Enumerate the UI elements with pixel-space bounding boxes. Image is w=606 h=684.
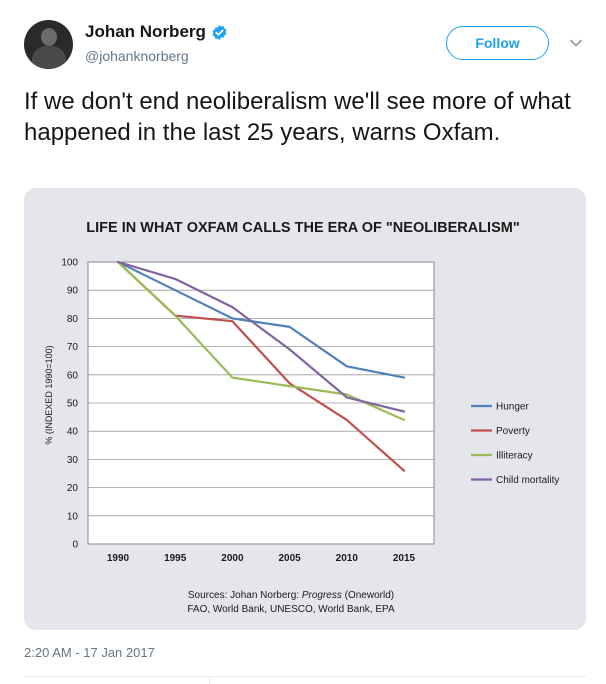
avatar[interactable] <box>24 20 73 69</box>
chart-sources-line2: FAO, World Bank, UNESCO, World Bank, EPA <box>187 604 395 615</box>
avatar-head <box>41 28 57 46</box>
y-tick-100: 100 <box>61 258 78 269</box>
x-tick-labels: 1990 1995 2000 2005 2010 2015 <box>107 553 416 564</box>
chart-image-card[interactable]: LIFE IN WHAT OXFAM CALLS THE ERA OF "NEO… <box>24 188 586 630</box>
x-tick-2010: 2010 <box>336 553 359 564</box>
author-block[interactable]: Johan Norberg @johanknorberg <box>85 22 228 64</box>
x-tick-1995: 1995 <box>164 553 187 564</box>
series-lines <box>116 260 406 472</box>
divider <box>24 676 586 677</box>
user-name[interactable]: Johan Norberg <box>85 22 206 41</box>
y-tick-20: 20 <box>67 483 79 494</box>
y-tick-70: 70 <box>67 342 79 353</box>
x-tick-2000: 2000 <box>221 553 244 564</box>
divider-tick <box>209 677 210 684</box>
legend-label-illiteracy: Illiteracy <box>496 451 533 462</box>
y-tick-90: 90 <box>67 286 79 297</box>
y-tick-60: 60 <box>67 370 79 381</box>
tweet-timestamp[interactable]: 2:20 AM - 17 Jan 2017 <box>24 645 155 660</box>
avatar-body <box>32 46 66 69</box>
gridlines <box>88 289 434 517</box>
x-tick-2015: 2015 <box>393 553 416 564</box>
series-line-hunger <box>116 260 406 379</box>
name-row: Johan Norberg <box>85 22 228 42</box>
y-tick-50: 50 <box>67 399 79 410</box>
y-tick-40: 40 <box>67 427 79 438</box>
line-chart: LIFE IN WHAT OXFAM CALLS THE ERA OF "NEO… <box>44 220 559 615</box>
follow-button[interactable]: Follow <box>446 26 549 60</box>
legend-label-child-mortality: Child mortality <box>496 475 559 486</box>
chart-sources-line1: Sources: Johan Norberg: Progress (Onewor… <box>188 590 394 601</box>
verified-badge-icon <box>212 24 227 40</box>
legend: Hunger Poverty Illiteracy Child mortality <box>471 402 559 486</box>
user-handle[interactable]: @johanknorberg <box>85 48 189 64</box>
legend-label-poverty: Poverty <box>496 426 530 437</box>
tweet-text: If we don't end neoliberalism we'll see … <box>24 88 571 146</box>
y-tick-10: 10 <box>67 511 79 522</box>
sources-suffix: (Oneworld) <box>342 590 394 601</box>
y-tick-30: 30 <box>67 455 79 466</box>
x-tick-1990: 1990 <box>107 553 130 564</box>
chevron-down-icon[interactable] <box>569 38 583 48</box>
legend-label-hunger: Hunger <box>496 402 529 413</box>
y-tick-0: 0 <box>72 540 78 551</box>
sources-prefix: Sources: Johan Norberg: <box>188 590 302 601</box>
chart-title: LIFE IN WHAT OXFAM CALLS THE ERA OF "NEO… <box>86 220 519 236</box>
series-line-child-mortality <box>116 260 406 413</box>
y-tick-80: 80 <box>67 314 79 325</box>
sources-italic: Progress <box>302 590 342 601</box>
y-axis-label: % (INDEXED 1990=100) <box>44 345 54 444</box>
x-tick-2005: 2005 <box>278 553 301 564</box>
y-tick-labels: 0 10 20 30 40 50 60 70 80 90 100 <box>61 258 78 551</box>
